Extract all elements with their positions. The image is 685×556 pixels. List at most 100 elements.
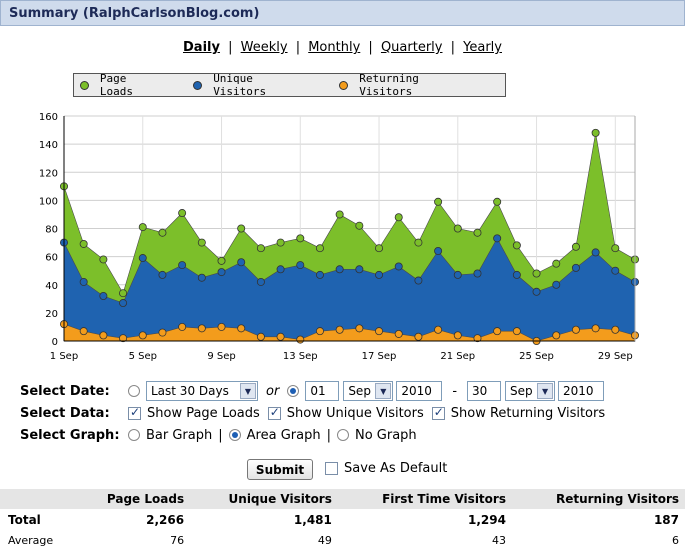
legend-item-returning-visitors: Returning Visitors xyxy=(339,72,477,98)
stats-cell: 6 xyxy=(672,534,679,547)
data-point xyxy=(237,324,246,333)
nav-separator: | xyxy=(228,40,233,55)
data-point xyxy=(355,221,364,230)
data-point xyxy=(453,331,462,340)
stats-cell: Average xyxy=(8,534,54,547)
show-page-loads-label: Show Page Loads xyxy=(147,405,260,421)
data-point xyxy=(611,244,620,253)
x-tick-label: 9 Sep xyxy=(207,351,235,362)
from-month-select[interactable]: Sep ▼ xyxy=(343,381,394,401)
data-point xyxy=(178,209,187,218)
no-graph-radio[interactable] xyxy=(336,429,349,441)
save-default-checkbox[interactable] xyxy=(325,462,338,475)
custom-range-radio[interactable] xyxy=(287,385,300,397)
preset-range-radio[interactable] xyxy=(128,385,140,397)
visitors-area-chart: 0 20 40 60 80 100 120 140 160 1 Sep 5 Sep 9 Sep 13 S… xyxy=(39,112,640,362)
select-data-label: Select Data: xyxy=(20,405,110,421)
data-point xyxy=(256,244,265,253)
stats-col-header: First Time Visitors xyxy=(337,489,512,509)
legend-item-unique-visitors: Unique Visitors xyxy=(193,72,311,98)
y-tick-label: 120 xyxy=(39,168,58,179)
y-tick-label: 40 xyxy=(45,281,58,292)
show-unique-checkbox[interactable] xyxy=(267,405,281,420)
data-point xyxy=(119,334,128,343)
data-point xyxy=(119,299,128,308)
data-point xyxy=(512,270,521,279)
to-month-value: Sep xyxy=(510,384,533,398)
data-point xyxy=(571,242,580,251)
data-point xyxy=(138,331,147,340)
stats-col-header: Unique Visitors xyxy=(190,489,338,509)
data-point xyxy=(493,327,502,336)
data-point xyxy=(611,266,620,275)
x-tick-label: 25 Sep xyxy=(519,351,554,362)
data-point xyxy=(532,269,541,278)
stats-col-header xyxy=(0,489,76,509)
period-daily-link[interactable]: Daily xyxy=(183,40,220,55)
stats-cell: Total xyxy=(8,512,41,527)
area-graph-radio[interactable] xyxy=(228,429,241,441)
data-point xyxy=(414,276,423,285)
data-point xyxy=(611,325,620,334)
data-point xyxy=(335,325,344,334)
y-tick-label: 60 xyxy=(45,253,58,264)
nav-separator: | xyxy=(295,40,301,55)
data-point xyxy=(571,263,580,272)
data-point xyxy=(591,248,600,257)
save-default-option: Save As Default xyxy=(325,461,447,476)
legend-item-page-loads: Page Loads xyxy=(80,72,165,98)
data-point xyxy=(375,244,384,253)
data-point xyxy=(453,224,462,233)
submit-button[interactable]: Submit xyxy=(247,459,313,480)
legend-dot xyxy=(193,80,203,90)
select-date-label: Select Date: xyxy=(20,383,110,399)
period-monthly-link[interactable]: Monthly xyxy=(308,40,361,55)
data-point xyxy=(158,270,167,279)
graph-separator: | xyxy=(218,427,223,443)
period-yearly-link[interactable]: Yearly xyxy=(463,40,502,55)
select-data-row: Select Data: Show Page Loads Show Unique… xyxy=(20,402,605,424)
data-point xyxy=(217,256,226,265)
from-day-input[interactable]: 01 xyxy=(305,381,340,401)
data-point xyxy=(315,327,324,336)
y-tick-label: 160 xyxy=(39,112,58,123)
stats-header-row: Page Loads Unique Visitors First Time Vi… xyxy=(0,489,685,509)
data-point xyxy=(276,265,285,274)
data-point xyxy=(473,228,482,237)
data-point xyxy=(237,258,246,267)
data-point xyxy=(552,280,561,289)
show-unique-label: Show Unique Visitors xyxy=(286,405,424,421)
data-point xyxy=(493,234,502,243)
to-month-select[interactable]: Sep ▼ xyxy=(505,381,556,401)
save-default-label: Save As Default xyxy=(344,461,448,476)
range-preset-select[interactable]: Last 30 Days ▼ xyxy=(146,381,258,401)
stats-cell: 43 xyxy=(491,534,506,547)
y-tick-label: 80 xyxy=(45,225,58,236)
data-point xyxy=(532,287,541,296)
bar-graph-radio[interactable] xyxy=(128,429,140,441)
from-year-input[interactable]: 2010 xyxy=(396,381,443,401)
chevron-down-icon: ▼ xyxy=(240,383,256,399)
data-point xyxy=(256,277,265,286)
data-point xyxy=(276,332,285,341)
data-point xyxy=(276,238,285,247)
data-point xyxy=(394,213,403,222)
data-point xyxy=(315,244,324,253)
period-weekly-link[interactable]: Weekly xyxy=(240,40,288,55)
show-page-loads-checkbox[interactable] xyxy=(128,405,141,420)
data-point xyxy=(197,273,206,282)
from-month-value: Sep xyxy=(348,384,371,398)
data-point xyxy=(394,329,403,338)
to-day-input[interactable]: 30 xyxy=(467,381,502,401)
data-point xyxy=(99,331,108,340)
show-returning-checkbox[interactable] xyxy=(431,405,445,420)
data-point xyxy=(591,324,600,333)
data-point xyxy=(591,128,600,137)
period-nav: Daily | Weekly | Monthly | Quarterly | Y… xyxy=(0,40,685,55)
data-point xyxy=(217,322,226,331)
select-graph-label: Select Graph: xyxy=(20,427,120,443)
data-point xyxy=(178,261,187,270)
period-quarterly-link[interactable]: Quarterly xyxy=(380,40,443,55)
data-point xyxy=(79,327,88,336)
to-year-input[interactable]: 2010 xyxy=(558,381,605,401)
